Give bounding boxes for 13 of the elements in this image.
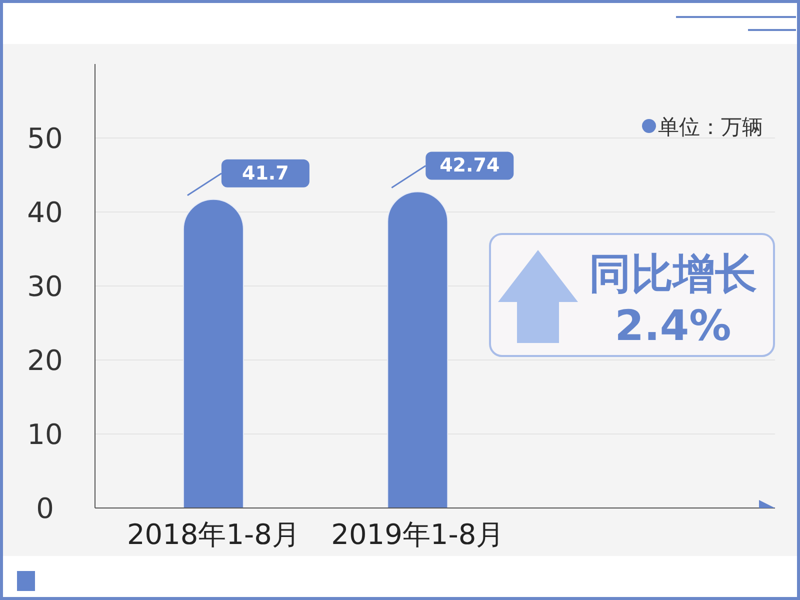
y-tick-label: 0 (36, 492, 54, 525)
y-tick-label: 10 (27, 418, 63, 451)
y-tick-label: 30 (27, 270, 63, 303)
text: 单位：万辆 (658, 115, 763, 139)
y-tick-label: 40 (27, 196, 63, 229)
x-tick-label: 2018年1-8月 (126, 518, 300, 551)
text: 2.4% (614, 301, 732, 350)
y-tick-label: 50 (27, 122, 63, 155)
text: 同比增长 (589, 249, 757, 298)
y-tick-label: 20 (27, 344, 63, 377)
data-label: 42.74 (440, 154, 500, 177)
data-label: 41.7 (242, 162, 289, 184)
x-tick-label: 2019年1-8月 (331, 518, 504, 551)
